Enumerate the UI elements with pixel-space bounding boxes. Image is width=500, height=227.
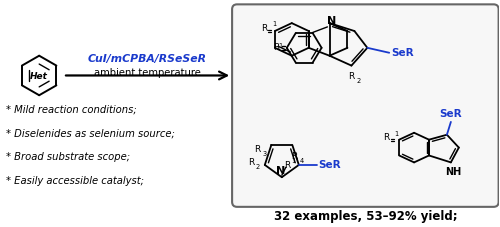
Text: SeR: SeR xyxy=(440,109,462,119)
Text: N: N xyxy=(327,16,336,26)
Text: R: R xyxy=(260,24,267,32)
FancyBboxPatch shape xyxy=(232,4,498,207)
Text: * Mild reaction conditions;: * Mild reaction conditions; xyxy=(6,105,137,115)
Text: 2: 2 xyxy=(256,164,260,170)
Text: * Diselenides as selenium source;: * Diselenides as selenium source; xyxy=(6,129,175,139)
Text: 1: 1 xyxy=(394,131,398,137)
Text: R: R xyxy=(291,152,298,161)
Text: R: R xyxy=(254,146,260,155)
Text: ambient temperature: ambient temperature xyxy=(94,67,201,77)
Text: R: R xyxy=(272,43,279,52)
Text: 1: 1 xyxy=(279,43,283,49)
Text: * Broad substrate scope;: * Broad substrate scope; xyxy=(6,153,130,163)
Text: R: R xyxy=(348,72,354,81)
Text: CuI/mCPBA/RSeSeR: CuI/mCPBA/RSeSeR xyxy=(88,54,207,64)
Text: R: R xyxy=(383,133,389,142)
Text: N: N xyxy=(276,166,285,176)
Text: 4: 4 xyxy=(300,158,304,164)
Text: 2: 2 xyxy=(356,78,360,84)
Text: 1: 1 xyxy=(272,21,276,27)
Text: 3: 3 xyxy=(262,151,266,157)
Text: * Easily accessible catalyst;: * Easily accessible catalyst; xyxy=(6,176,144,186)
Text: SeR: SeR xyxy=(391,48,414,58)
Text: SeR: SeR xyxy=(318,160,342,170)
Text: R: R xyxy=(248,158,254,168)
Text: 1: 1 xyxy=(292,158,296,164)
Text: 32 examples, 53–92% yield;: 32 examples, 53–92% yield; xyxy=(274,210,457,223)
Text: R: R xyxy=(284,161,290,170)
Text: NH: NH xyxy=(444,167,461,177)
Text: Het: Het xyxy=(30,72,48,81)
